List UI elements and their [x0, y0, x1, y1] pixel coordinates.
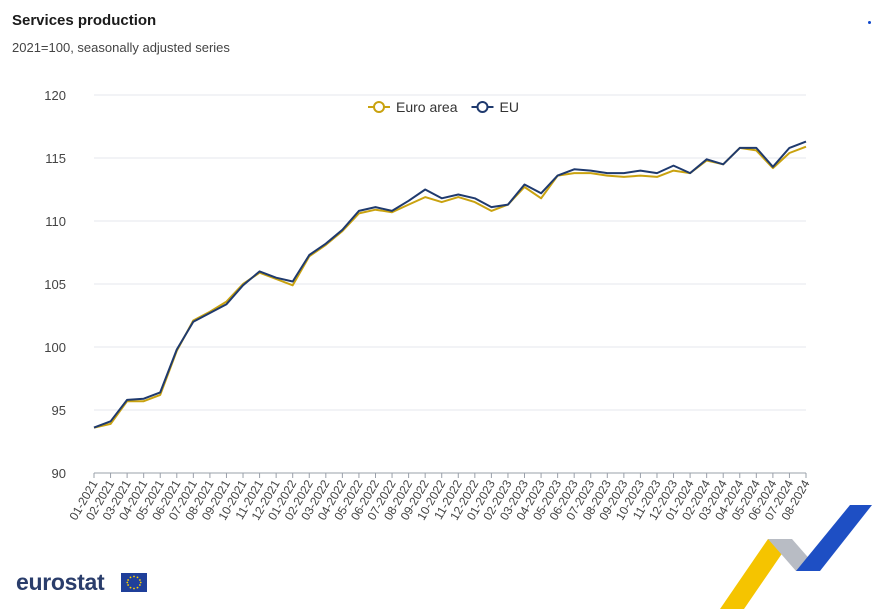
y-tick-label: 120	[44, 88, 66, 103]
chart-title: Services production	[12, 12, 157, 29]
y-tick-label: 110	[45, 214, 66, 229]
y-tick-label: 95	[52, 403, 66, 418]
chart-subtitle: 2021=100, seasonally adjusted series	[12, 40, 230, 55]
legend-label: Euro area	[396, 99, 458, 115]
legend-label: EU	[499, 99, 518, 115]
series-line-euro-area	[93, 145, 807, 429]
y-tick-label: 105	[44, 277, 66, 292]
legend-item[interactable]: EU	[471, 99, 519, 115]
eurostat-logo: eurostat	[16, 569, 105, 595]
series-lines	[93, 140, 807, 429]
yellow-stripe	[720, 539, 792, 609]
legend-item[interactable]: Euro area	[368, 99, 458, 115]
menu-dot-icon	[868, 21, 871, 24]
y-tick-label: 90	[52, 466, 66, 481]
gridlines	[94, 94, 806, 474]
y-tick-label: 100	[44, 340, 66, 355]
x-axis-ticks: 01-202102-202103-202104-202105-202106-20…	[66, 473, 813, 523]
series-line-eu	[93, 140, 807, 429]
legend-marker-icon	[373, 101, 385, 113]
blue-stripe	[796, 505, 872, 571]
legend-marker-icon	[476, 101, 489, 113]
y-axis-ticks: 90 95 100 105 110 115 120	[44, 88, 66, 481]
legend: Euro area EU	[368, 99, 519, 115]
eu-flag-icon	[121, 573, 147, 592]
decorative-stripes	[720, 505, 872, 609]
y-tick-label: 115	[45, 151, 66, 166]
